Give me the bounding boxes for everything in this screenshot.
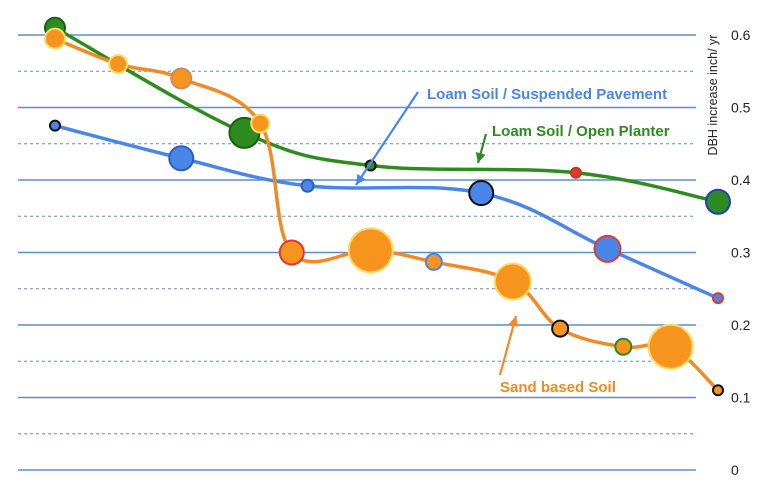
series-lines [53, 26, 720, 392]
y-tick-label: 0.3 [731, 245, 751, 261]
y-tick-label: 0 [731, 462, 739, 478]
data-point-sand-based-soil [647, 323, 694, 370]
series-line-loam-soil-open-planter [53, 26, 720, 204]
annotation-arrowhead-loam-soil-suspended-pavement [356, 173, 366, 185]
y-tick-label: 0.1 [731, 390, 751, 406]
y-tick-label: 0.2 [731, 317, 751, 333]
annotation-arrowhead-loam-soil-open-planter [475, 152, 486, 163]
y-axis-label: DBH increase inch/ yr [706, 35, 720, 156]
annotation-arrow-sand-based-soil [498, 315, 518, 376]
data-point-sand-based-soil [614, 337, 633, 356]
y-tick-label: 0.5 [731, 100, 751, 116]
data-point-sand-based-soil [170, 67, 193, 90]
data-point-loam-soil-suspended-pavement [168, 145, 195, 172]
series-line-loam-soil-suspended-pavement [53, 123, 720, 300]
annotation-loam-soil-suspended-pavement: Loam Soil / Suspended Pavement [427, 86, 667, 103]
data-point-sand-based-soil [44, 27, 66, 50]
data-point-loam-soil-suspended-pavement [300, 178, 315, 193]
data-point-loam-soil-open-planter [705, 188, 731, 215]
data-point-sand-based-soil [424, 252, 443, 271]
data-point-loam-soil-suspended-pavement [468, 180, 495, 207]
annotation-loam-soil-open-planter: Loam Soil / Open Planter [492, 123, 670, 140]
y-tick-label: 0.4 [731, 172, 751, 188]
data-point-sand-based-soil [250, 113, 271, 134]
data-point-sand-based-soil [712, 384, 724, 397]
data-point-loam-soil-suspended-pavement [712, 292, 724, 305]
annotations: Loam Soil / Suspended Pavement Loam Soil … [355, 86, 670, 396]
data-point-sand-based-soil [278, 239, 305, 266]
annotation-arrowhead-sand-based-soil [508, 316, 519, 327]
y-tick-label: 0.6 [731, 27, 751, 43]
series-points [44, 16, 731, 397]
data-point-sand-based-soil [493, 262, 532, 301]
data-point-loam-soil-suspended-pavement [593, 234, 622, 263]
data-point-sand-based-soil [108, 54, 129, 74]
annotation-sand-based-soil: Sand based Soil [500, 379, 616, 396]
annotation-arrow-loam-soil-suspended-pavement [355, 91, 419, 186]
data-point-loam-soil-suspended-pavement [49, 119, 61, 132]
y-axis-ticks: 0 0.1 0.2 0.3 0.4 0.5 0.6 [731, 27, 751, 478]
data-point-loam-soil-open-planter [569, 166, 582, 179]
data-point-sand-based-soil [347, 227, 394, 274]
data-point-sand-based-soil [551, 319, 570, 338]
